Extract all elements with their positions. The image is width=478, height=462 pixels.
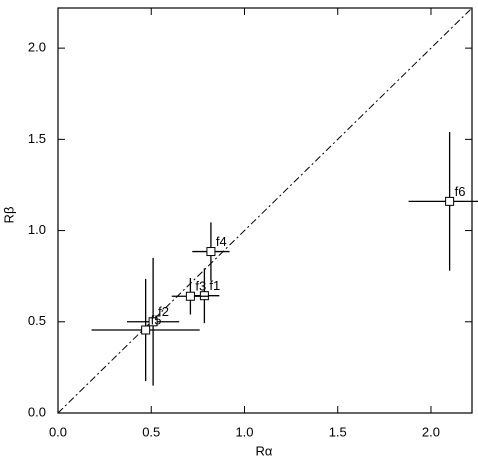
point: [445, 196, 455, 206]
point-label: f5: [151, 312, 162, 327]
point: [148, 317, 158, 327]
y-tick-label: 2.0: [28, 40, 46, 55]
y-tick-label: 1.0: [28, 222, 46, 237]
y-tick-label: 1.5: [28, 131, 46, 146]
point: [185, 291, 195, 301]
y-tick-label: 0.0: [28, 404, 46, 419]
point: [206, 247, 216, 257]
x-axis-label: Rα: [256, 443, 273, 458]
plot-frame: [57, 7, 473, 414]
point: [141, 325, 151, 335]
identity-line: [57, 7, 473, 414]
x-tick-label: 0.0: [49, 424, 67, 439]
point-label: f2: [158, 304, 169, 319]
point-label: f6: [455, 184, 466, 199]
y-axis-label: Rβ: [1, 207, 16, 224]
y-tick-label: 0.5: [28, 313, 46, 328]
point-label: f4: [216, 234, 227, 249]
point-label: f1: [209, 278, 220, 293]
x-tick-label: 2.0: [422, 424, 440, 439]
point-label: f3: [195, 279, 206, 294]
x-tick-label: 0.5: [142, 424, 160, 439]
x-tick-label: 1.0: [235, 424, 253, 439]
x-tick-label: 1.5: [329, 424, 347, 439]
